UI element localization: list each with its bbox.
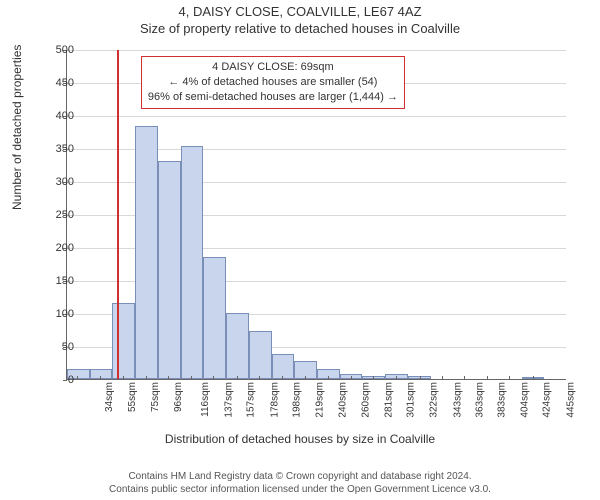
xtick-mark bbox=[442, 376, 443, 380]
footer: Contains HM Land Registry data © Crown c… bbox=[0, 470, 600, 496]
xtick-mark bbox=[282, 376, 283, 380]
xtick-label: 75sqm bbox=[150, 382, 161, 412]
plot-area: 4 DAISY CLOSE: 69sqm← 4% of detached hou… bbox=[66, 50, 566, 380]
xtick-mark bbox=[487, 376, 488, 380]
xtick-label: 240sqm bbox=[338, 382, 349, 418]
bar bbox=[158, 161, 181, 379]
ytick-label: 0 bbox=[34, 374, 74, 386]
subject-marker-line bbox=[117, 50, 119, 379]
bar bbox=[203, 257, 226, 379]
bar bbox=[249, 331, 272, 379]
bar bbox=[135, 126, 158, 379]
xtick-mark bbox=[100, 376, 101, 380]
y-axis-label: Number of detached properties bbox=[10, 45, 24, 210]
footer-line-1: Contains HM Land Registry data © Crown c… bbox=[0, 470, 600, 483]
xtick-mark bbox=[464, 376, 465, 380]
xtick-label: 219sqm bbox=[315, 382, 326, 418]
ytick-label: 100 bbox=[34, 308, 74, 320]
xtick-label: 55sqm bbox=[127, 382, 138, 412]
xtick-label: 281sqm bbox=[384, 382, 395, 418]
title-block: 4, DAISY CLOSE, COALVILLE, LE67 4AZ Size… bbox=[0, 0, 600, 36]
ytick-label: 400 bbox=[34, 110, 74, 122]
xtick-mark bbox=[213, 376, 214, 380]
xtick-label: 157sqm bbox=[246, 382, 257, 418]
xtick-label: 404sqm bbox=[520, 382, 531, 418]
gridline bbox=[67, 116, 566, 117]
xtick-mark bbox=[328, 376, 329, 380]
ytick-label: 300 bbox=[34, 176, 74, 188]
address-title: 4, DAISY CLOSE, COALVILLE, LE67 4AZ bbox=[0, 4, 600, 19]
xtick-label: 137sqm bbox=[224, 382, 235, 418]
xtick-label: 260sqm bbox=[360, 382, 371, 418]
xtick-label: 34sqm bbox=[104, 382, 115, 412]
xtick-label: 383sqm bbox=[497, 382, 508, 418]
xtick-label: 178sqm bbox=[269, 382, 280, 418]
xtick-label: 322sqm bbox=[429, 382, 440, 418]
xtick-mark bbox=[533, 376, 534, 380]
xtick-mark bbox=[420, 376, 421, 380]
bar bbox=[112, 303, 135, 379]
ytick-label: 250 bbox=[34, 209, 74, 221]
ytick-label: 450 bbox=[34, 77, 74, 89]
xtick-label: 198sqm bbox=[291, 382, 302, 418]
xtick-mark bbox=[396, 376, 397, 380]
ytick-label: 150 bbox=[34, 275, 74, 287]
xtick-mark bbox=[168, 376, 169, 380]
ytick-label: 500 bbox=[34, 44, 74, 56]
x-axis-label: Distribution of detached houses by size … bbox=[0, 432, 600, 446]
bar bbox=[181, 146, 204, 379]
xtick-label: 96sqm bbox=[173, 382, 184, 412]
xtick-mark bbox=[191, 376, 192, 380]
ytick-label: 350 bbox=[34, 143, 74, 155]
xtick-label: 343sqm bbox=[452, 382, 463, 418]
xtick-label: 424sqm bbox=[542, 382, 553, 418]
annot-line-3: 96% of semi-detached houses are larger (… bbox=[148, 90, 398, 105]
annot-line-2: ← 4% of detached houses are smaller (54) bbox=[148, 75, 398, 90]
xtick-mark bbox=[123, 376, 124, 380]
xtick-mark bbox=[373, 376, 374, 380]
xtick-label: 301sqm bbox=[406, 382, 417, 418]
annot-line-1: 4 DAISY CLOSE: 69sqm bbox=[148, 60, 398, 75]
xtick-label: 363sqm bbox=[474, 382, 485, 418]
xtick-mark bbox=[237, 376, 238, 380]
bar bbox=[226, 313, 249, 379]
subtitle: Size of property relative to detached ho… bbox=[0, 21, 600, 36]
xtick-mark bbox=[146, 376, 147, 380]
xtick-mark bbox=[77, 376, 78, 380]
footer-line-2: Contains public sector information licen… bbox=[0, 483, 600, 496]
ytick-label: 200 bbox=[34, 242, 74, 254]
chart: 4 DAISY CLOSE: 69sqm← 4% of detached hou… bbox=[50, 46, 580, 426]
xtick-mark bbox=[305, 376, 306, 380]
gridline bbox=[67, 50, 566, 51]
xtick-mark bbox=[351, 376, 352, 380]
ytick-label: 50 bbox=[34, 341, 74, 353]
xtick-mark bbox=[509, 376, 510, 380]
xtick-label: 445sqm bbox=[565, 382, 576, 418]
xtick-mark bbox=[259, 376, 260, 380]
annotation-box: 4 DAISY CLOSE: 69sqm← 4% of detached hou… bbox=[141, 56, 405, 109]
xtick-label: 116sqm bbox=[200, 382, 211, 417]
